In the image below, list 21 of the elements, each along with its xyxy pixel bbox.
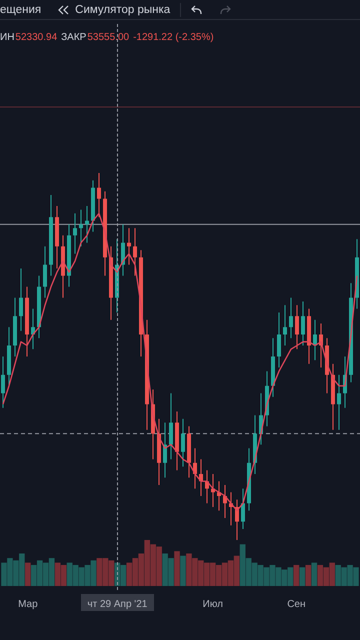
text: ИН [0,32,14,43]
text: -1291.22 (-2.35%) [133,32,214,43]
text: ЗАКР [61,32,86,43]
x-tick-label: Сен [287,598,306,610]
candlestick [73,213,77,254]
bar [174,551,180,586]
x-tick-label: Мар [18,598,38,610]
text: 53555.00 [87,32,130,43]
bar [294,564,300,586]
x-tick-label: Июл [202,598,224,610]
bar [305,564,312,586]
bar [311,562,318,586]
text: 52330.94 [15,32,58,43]
candlestick [283,305,287,346]
bar [299,567,306,586]
text: Симулятор рынка [75,4,170,16]
text: ещения [0,4,42,16]
candlestick [85,206,89,243]
bar [25,562,31,586]
x-tick-label: чт 29 Апр '21 [87,598,148,610]
bar [180,556,186,586]
